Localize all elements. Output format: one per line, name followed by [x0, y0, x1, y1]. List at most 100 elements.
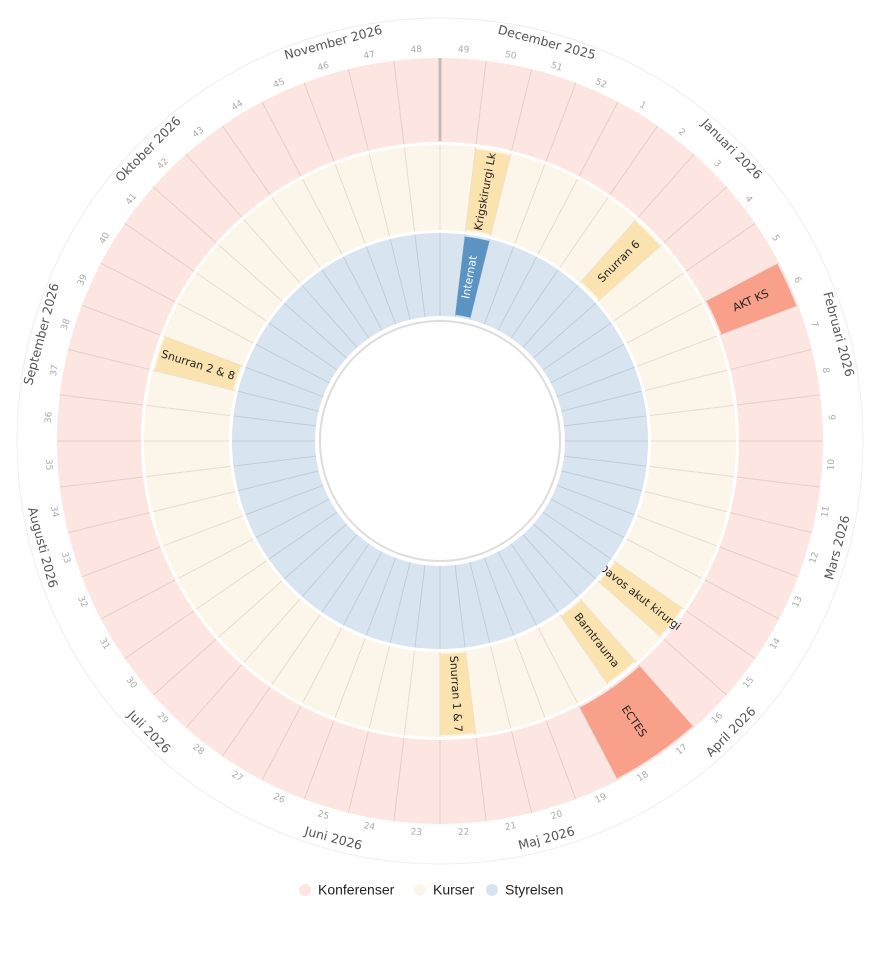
week-divider: [271, 197, 321, 268]
month-label: Februari 2026: [820, 290, 857, 378]
week-divider: [550, 343, 625, 384]
week-divider: [81, 546, 161, 578]
event-label: Snurran 1 & 7: [447, 655, 465, 732]
week-divider: [537, 178, 579, 255]
week-label: 20: [550, 809, 564, 822]
week-label: 48: [410, 45, 422, 56]
legend-item: Kurser: [414, 882, 475, 898]
event-block: [154, 336, 241, 391]
week-divider: [303, 82, 335, 162]
week-label: 34: [48, 505, 60, 518]
week-divider: [243, 598, 301, 663]
week-divider: [321, 269, 370, 339]
week-divider: [261, 101, 302, 177]
week-divider: [511, 69, 533, 151]
week-label: 12: [808, 551, 821, 565]
legend-swatch: [414, 884, 426, 896]
week-label: 9: [826, 414, 836, 421]
week-label: 36: [44, 411, 55, 423]
week-label: 32: [75, 595, 89, 610]
week-divider: [152, 186, 217, 244]
week-divider: [196, 560, 267, 610]
event-block: [560, 600, 635, 683]
month-label: Mars 2026: [821, 514, 853, 582]
week-divider: [283, 523, 347, 580]
week-divider: [243, 219, 301, 284]
week-divider: [81, 304, 161, 336]
week-divider: [68, 512, 150, 534]
week-divider: [146, 465, 231, 478]
week-label: 50: [504, 50, 517, 62]
week-divider: [268, 322, 338, 371]
week-label: 41: [124, 192, 139, 207]
week-divider: [649, 404, 734, 417]
week-divider: [483, 557, 515, 636]
week-divider: [533, 302, 597, 359]
legend-label: Styrelsen: [505, 882, 563, 898]
week-divider: [393, 60, 405, 145]
outer-circle: [16, 17, 864, 865]
week-divider: [644, 491, 728, 513]
week-label: 23: [410, 827, 422, 838]
week-divider: [301, 178, 343, 255]
week-divider: [268, 511, 338, 560]
week-label: 52: [593, 77, 608, 91]
legend-label: Konferenser: [318, 882, 395, 898]
week-divider: [389, 562, 411, 644]
week-label: 17: [674, 743, 689, 758]
week-divider: [196, 272, 267, 322]
week-divider: [185, 664, 243, 729]
legend-item: Styrelsen: [486, 882, 563, 898]
week-divider: [637, 515, 717, 547]
week-divider: [368, 645, 390, 729]
week-divider: [556, 484, 635, 516]
week-divider: [514, 638, 546, 718]
week-divider: [177, 538, 254, 580]
week-divider: [68, 348, 150, 370]
week-divider: [185, 153, 243, 218]
week-divider: [730, 348, 812, 370]
week-divider: [303, 720, 335, 800]
week-divider: [613, 272, 684, 322]
week-label: 45: [272, 77, 287, 91]
week-divider: [663, 186, 728, 244]
week-divider: [163, 515, 243, 547]
week-label: 29: [155, 711, 170, 726]
week-divider: [561, 470, 643, 492]
week-divider: [510, 269, 559, 339]
week-divider: [271, 614, 321, 685]
week-divider: [342, 256, 383, 331]
week-label: 1: [637, 100, 647, 112]
week-divider: [497, 551, 538, 626]
week-divider: [334, 638, 366, 718]
week-label: 22: [458, 827, 470, 838]
week-divider: [556, 366, 635, 398]
week-divider: [177, 302, 254, 344]
week-divider: [100, 262, 176, 303]
week-divider: [233, 455, 316, 467]
week-label: 14: [769, 636, 784, 651]
event-block: [599, 561, 682, 636]
week-divider: [403, 147, 416, 232]
week-divider: [550, 498, 625, 539]
event-block: [440, 652, 476, 735]
week-divider: [454, 234, 466, 317]
week-divider: [146, 404, 231, 417]
week-label: 35: [43, 459, 54, 471]
week-label: 49: [458, 45, 470, 56]
week-divider: [218, 580, 283, 638]
week-divider: [564, 455, 647, 467]
week-divider: [301, 534, 358, 598]
week-divider: [403, 650, 416, 735]
week-divider: [365, 246, 397, 325]
week-divider: [542, 511, 612, 560]
week-divider: [533, 523, 597, 580]
ring: [231, 233, 648, 650]
event-block: [706, 263, 797, 335]
week-label: 10: [826, 458, 837, 470]
week-divider: [393, 737, 405, 822]
week-divider: [321, 543, 370, 613]
week-divider: [561, 390, 643, 412]
week-divider: [59, 476, 144, 488]
